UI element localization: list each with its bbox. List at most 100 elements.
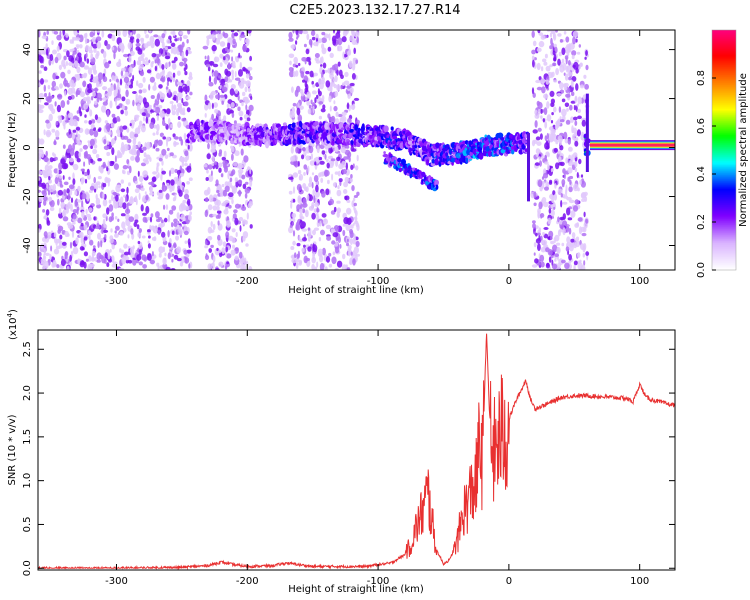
noise-speckle [66,222,72,227]
noise-speckle [57,93,63,100]
noise-speckle [185,218,189,224]
noise-speckle [306,100,311,106]
colorbar-step [712,42,736,45]
colorbar-step [712,258,736,261]
noise-speckle [167,214,171,223]
noise-speckle [534,109,538,116]
colorbar-step [712,238,736,241]
noise-speckle [94,100,98,106]
noise-speckle [306,194,310,201]
noise-speckle [72,221,76,225]
noise-speckle [109,79,112,82]
noise-speckle [160,219,164,224]
colorbar-step [712,62,736,65]
x-tick-label: -100 [367,576,390,587]
noise-speckle [189,71,193,78]
noise-speckle [63,181,69,186]
noise-speckle [165,266,171,270]
noise-speckle [79,260,85,268]
colorbar-step [712,78,736,81]
noise-speckle [334,146,339,153]
signal-blob [523,140,528,144]
noise-speckle [221,183,225,188]
noise-speckle [95,36,102,42]
noise-speckle [126,204,129,212]
noise-speckle [228,204,232,209]
colorbar-step [712,218,736,221]
noise-speckle [348,249,351,257]
noise-speckle [229,177,233,183]
noise-speckle [213,102,219,108]
noise-speckle [539,133,543,140]
noise-speckle [225,231,230,239]
noise-speckle [296,242,301,247]
colorbar-step [712,130,736,133]
noise-speckle [325,80,331,88]
noise-speckle [38,109,44,114]
noise-speckle [536,62,541,71]
noise-speckle [571,91,575,97]
noise-speckle [557,262,562,268]
noise-speckle [162,119,166,126]
noise-speckle [106,262,110,267]
noise-speckle [173,90,178,95]
noise-speckle [568,146,573,152]
noise-speckle [42,209,46,213]
noise-speckle [82,144,88,150]
noise-speckle [302,237,307,242]
noise-speckle [292,102,297,107]
noise-speckle [328,95,332,103]
x-tick-label: -300 [105,576,128,587]
noise-speckle [290,202,293,209]
noise-speckle [214,109,219,114]
noise-speckle [138,89,143,94]
noise-speckle [150,95,155,99]
noise-speckle [314,190,320,198]
noise-speckle [66,100,70,105]
noise-speckle [576,103,580,107]
noise-speckle [204,94,208,102]
noise-speckle [83,33,87,39]
noise-speckle [181,52,185,59]
noise-speckle [291,111,295,119]
noise-speckle [231,56,234,62]
noise-speckle [563,31,567,35]
noise-speckle [101,226,104,234]
noise-speckle [579,179,582,185]
noise-speckle [128,55,132,63]
noise-speckle [63,55,67,61]
noise-speckle [44,235,48,239]
colorbar-step [712,94,736,97]
noise-speckle [92,43,98,49]
noise-speckle [220,173,224,178]
signal-blob [289,130,294,135]
noise-speckle [179,61,184,67]
noise-speckle [335,118,340,126]
noise-speckle [134,133,139,138]
signal-blob [390,126,394,131]
noise-speckle [141,197,147,203]
noise-speckle [563,172,566,180]
noise-speckle [121,221,126,229]
noise-speckle [316,145,320,154]
noise-speckle [61,241,67,246]
noise-speckle [345,223,351,231]
noise-speckle [350,251,353,256]
noise-speckle [216,210,222,214]
noise-speckle [313,72,318,77]
noise-speckle [179,109,185,115]
signal-blob [340,127,345,131]
noise-speckle [328,143,332,149]
noise-speckle [318,78,322,86]
colorbar-step [712,134,736,137]
noise-speckle [129,131,135,139]
noise-speckle [138,228,142,233]
noise-speckle [94,188,97,193]
noise-speckle [140,162,147,167]
noise-speckle [545,79,550,85]
spectrogram-noise-layer [38,30,590,270]
noise-speckle [87,67,93,75]
noise-speckle [54,156,58,161]
noise-speckle [241,101,244,107]
noise-speckle [114,230,117,234]
